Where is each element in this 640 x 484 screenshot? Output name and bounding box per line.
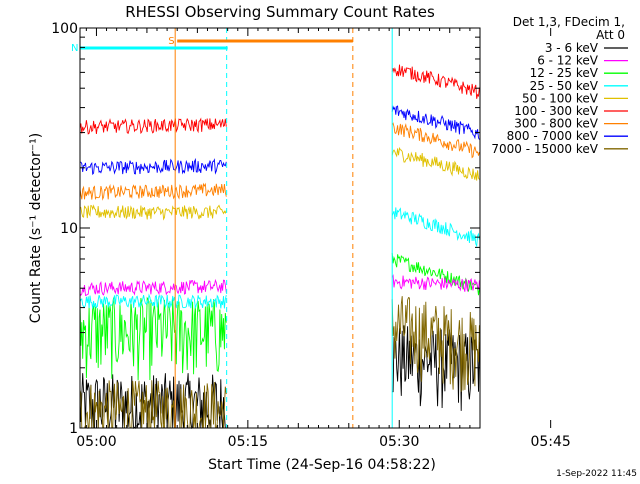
flag-layer: SN [71,28,393,428]
footer-date: 1-Sep-2022 11:45 [556,469,637,479]
series-3-6-kev [79,325,480,430]
legend-header-line-1: Det 1,3, FDecim 1, [513,15,625,29]
y-tick-label-2: 100 [51,21,78,37]
flag-label-n: N [71,43,78,54]
flag-label-s: S [168,36,174,47]
x-tick-label-1: 05:15 [228,434,268,450]
series-line-12-25-kev-seg-0 [79,296,227,381]
x-tick-label-2: 05:30 [379,434,419,450]
series-line-12-25-kev-seg-1 [391,252,480,296]
series-line-7000-15000-kev-seg-0 [79,380,227,430]
data-layer [79,64,480,430]
series-6-12-kev [79,274,480,297]
series-line-7000-15000-kev-seg-1 [391,296,480,392]
series-line-6-12-kev-seg-1 [391,274,480,292]
series-300-800-kev [79,122,480,201]
series-line-3-6-kev-seg-1 [392,325,480,411]
legend-label-300-800-kev: 300 - 800 keV [514,117,598,131]
legend-label-7000-15000-kev: 7000 - 15000 keV [491,142,598,156]
series-line-100-300-kev-seg-0 [79,117,227,135]
legend-label-50-100-kev: 50 - 100 keV [522,91,599,105]
x-tick-label-0: 05:00 [76,434,116,450]
x-tick-label-3: 05:45 [530,434,570,450]
series-line-800-7000-kev-seg-1 [391,105,480,140]
series-100-300-kev [79,64,480,135]
series-line-25-50-kev-seg-1 [391,207,480,248]
legend-label-25-50-kev: 25 - 50 keV [530,79,599,93]
legend-label-6-12-kev: 6 - 12 keV [537,54,599,68]
series-800-7000-kev [79,105,480,176]
series-line-50-100-kev-seg-1 [391,146,480,181]
axes-layer: 05:0005:1505:3005:4506:0006:1506:3011010… [51,21,571,450]
legend-label-12-25-kev: 12 - 25 keV [530,66,599,80]
legend-label-800-7000-kev: 800 - 7000 keV [507,129,599,143]
legend-label-3-6-kev: 3 - 6 keV [545,41,599,55]
series-line-300-800-kev-seg-0 [79,182,227,201]
chart-title: RHESSI Observing Summary Count Rates [125,3,435,21]
series-line-800-7000-kev-seg-0 [79,157,227,176]
legend-label-100-300-kev: 100 - 300 keV [514,104,598,118]
series-25-50-kev [79,207,480,310]
series-12-25-kev [79,252,480,381]
legend-header-line-2: Att 0 [596,28,625,42]
series-line-50-100-kev-seg-0 [79,204,227,221]
series-line-6-12-kev-seg-0 [79,278,227,297]
y-tick-label-1: 10 [60,221,78,237]
y-tick-label-0: 1 [69,421,78,437]
y-axis-label: Count Rate (s⁻¹ detector⁻¹) [28,133,44,323]
series-50-100-kev [79,146,480,221]
series-line-25-50-kev-seg-0 [79,293,227,310]
x-axis-label: Start Time (24-Sep-16 04:58:22) [208,457,436,473]
series-line-100-300-kev-seg-1 [391,64,480,99]
series-7000-15000-kev [79,296,480,430]
series-line-3-6-kev-seg-0 [79,373,227,430]
series-line-300-800-kev-seg-1 [391,122,480,159]
